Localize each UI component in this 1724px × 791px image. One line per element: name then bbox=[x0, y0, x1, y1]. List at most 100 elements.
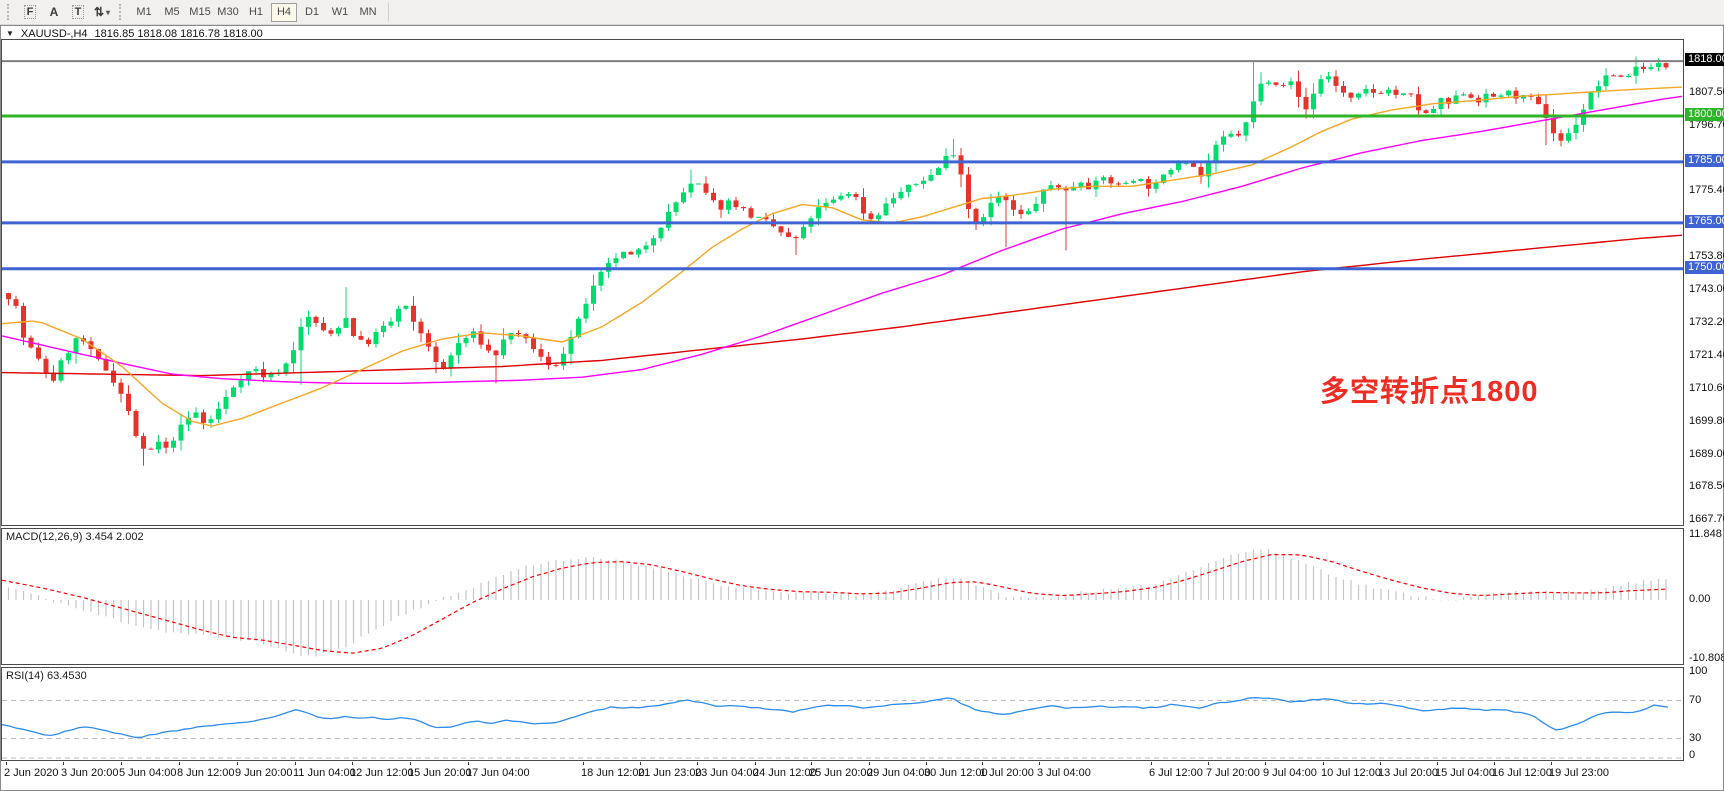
date-label: 24 Jun 12:00 bbox=[753, 767, 817, 779]
timeframe-button-m5[interactable]: M5 bbox=[164, 6, 180, 18]
arrow-objects-tool-glyph: ⇅ bbox=[93, 5, 105, 19]
timeframe-group: M1 M5 M15 M30 H1 H4 D1 W1 MN bbox=[130, 2, 382, 22]
chart-shift-tool-icon[interactable]: F bbox=[18, 2, 42, 22]
main-chart-plot[interactable] bbox=[2, 40, 1683, 525]
macd-panel[interactable]: MACD(12,26,9) 3.454 2.002 bbox=[1, 528, 1684, 665]
chart-collapse-icon[interactable]: ▼ bbox=[6, 29, 14, 38]
date-label: 15 Jun 20:00 bbox=[408, 767, 472, 779]
date-label: 12 Jun 12:00 bbox=[350, 767, 414, 779]
date-label: 30 Jun 12:00 bbox=[924, 767, 988, 779]
date-label: 10 Jul 12:00 bbox=[1321, 767, 1381, 779]
last-price-tag: 1818.00 bbox=[1685, 53, 1724, 66]
date-label: 6 Jul 12:00 bbox=[1149, 767, 1203, 779]
date-label: 25 Jun 20:00 bbox=[809, 767, 873, 779]
text-label-tool-icon[interactable]: T bbox=[66, 2, 90, 22]
timeframe-button-h4[interactable]: H4 bbox=[271, 2, 297, 22]
date-label: 1 Jul 20:00 bbox=[980, 767, 1034, 779]
date-tick-mark bbox=[926, 762, 927, 765]
date-axis[interactable]: 2 Jun 2020 3 Jun 20:00 5 Jun 04:00 8 Jun 12… bbox=[1, 762, 1684, 787]
timeframe-button-w1[interactable]: W1 bbox=[331, 6, 349, 18]
date-label: 21 Jun 23:00 bbox=[638, 767, 702, 779]
date-label: 3 Jul 04:00 bbox=[1037, 767, 1091, 779]
date-tick-mark bbox=[1494, 762, 1495, 765]
date-label: 2 Jun 2020 bbox=[4, 767, 59, 779]
date-tick-mark bbox=[583, 762, 584, 765]
chart-titlebar: ▼ XAUUSD-,H4 1816.85 1818.08 1816.78 181… bbox=[1, 27, 1724, 40]
timeframe-button-m30[interactable]: M30 bbox=[217, 6, 239, 18]
date-tick-mark bbox=[697, 762, 698, 765]
date-tick-mark bbox=[295, 762, 296, 765]
toolbar-grip[interactable] bbox=[119, 4, 125, 20]
main-price-panel[interactable]: 多空转折点1800 bbox=[1, 39, 1684, 526]
macd-plot[interactable] bbox=[2, 529, 1683, 664]
toolbar: F A T ⇅ ▾ M1 M5 M15 M30 H1 H4 D1 W1 MN bbox=[0, 0, 1724, 25]
toolbar-grip[interactable] bbox=[7, 4, 13, 20]
rsi-plot[interactable] bbox=[2, 668, 1683, 760]
date-label: 11 Jun 04:00 bbox=[293, 767, 356, 779]
date-label: 23 Jun 04:00 bbox=[695, 767, 759, 779]
date-tick-mark bbox=[352, 762, 353, 765]
timeframe-button-mn[interactable]: MN bbox=[359, 6, 377, 18]
macd-tick-label: 11.848 bbox=[1689, 528, 1722, 540]
date-tick-mark bbox=[982, 762, 983, 765]
date-tick-mark bbox=[179, 762, 180, 765]
date-tick-mark bbox=[1380, 762, 1381, 765]
macd-histogram bbox=[7, 549, 1667, 657]
rsi-tick-label: 100 bbox=[1689, 665, 1708, 677]
chart-ohlc-values: 1816.85 1818.08 1816.78 1818.00 bbox=[94, 27, 263, 40]
date-tick-mark bbox=[1323, 762, 1324, 765]
date-label: 19 Jul 23:00 bbox=[1549, 767, 1609, 779]
date-label: 3 Jun 20:00 bbox=[61, 767, 119, 779]
date-tick-mark bbox=[6, 762, 7, 765]
date-tick-mark bbox=[811, 762, 812, 765]
macd-signal-line bbox=[2, 553, 1668, 654]
rsi-tick-label: 0 bbox=[1689, 749, 1696, 761]
timeframe-button-h1[interactable]: H1 bbox=[248, 6, 264, 18]
rsi-panel[interactable]: RSI(14) 63.4530 bbox=[1, 667, 1684, 761]
price-tick-label: 1796.70 bbox=[1689, 119, 1724, 131]
date-tick-mark bbox=[1437, 762, 1438, 765]
date-label: 9 Jun 20:00 bbox=[235, 767, 293, 779]
date-tick-mark bbox=[410, 762, 411, 765]
rsi-indicator-label: RSI(14) 63.4530 bbox=[6, 670, 87, 682]
date-label: 18 Jun 12:00 bbox=[581, 767, 645, 779]
date-tick-mark bbox=[121, 762, 122, 765]
text-label-tool-glyph: T bbox=[71, 5, 85, 19]
date-tick-mark bbox=[1208, 762, 1209, 765]
timeframe-button-m15[interactable]: M15 bbox=[189, 6, 211, 18]
date-label: 5 Jun 04:00 bbox=[119, 767, 177, 779]
price-axis[interactable]: 1807.50 1796.70 1775.40 1753.80 1743.00 1732.… bbox=[1685, 26, 1724, 790]
price-annotation-text[interactable]: 多空转折点1800 bbox=[1320, 376, 1539, 408]
level-price-tag: 1765.00 bbox=[1685, 215, 1724, 228]
price-tick-label: 1689.00 bbox=[1689, 448, 1724, 460]
price-tick-label: 1775.40 bbox=[1689, 184, 1724, 196]
timeframe-button-m1[interactable]: M1 bbox=[136, 6, 152, 18]
text-annotation-tool-glyph: A bbox=[49, 5, 59, 19]
price-tick-label: 1732.20 bbox=[1689, 316, 1724, 328]
price-tick-label: 1667.70 bbox=[1689, 513, 1724, 525]
text-annotation-tool-icon[interactable]: A bbox=[42, 2, 66, 22]
chart-symbol-title: XAUUSD-,H4 bbox=[20, 27, 88, 40]
ma-mid-magenta-line bbox=[2, 95, 1683, 384]
price-tick-label: 1753.80 bbox=[1689, 250, 1724, 262]
date-tick-mark bbox=[1151, 762, 1152, 765]
date-label: 8 Jun 12:00 bbox=[177, 767, 235, 779]
date-tick-mark bbox=[1265, 762, 1266, 765]
chart-shift-tool-glyph: F bbox=[23, 5, 37, 19]
drawing-tools-group: F A T ⇅ ▾ bbox=[18, 2, 114, 22]
date-label: 15 Jul 04:00 bbox=[1435, 767, 1495, 779]
date-tick-mark bbox=[1551, 762, 1552, 765]
rsi-tick-label: 70 bbox=[1689, 694, 1702, 706]
toolbar-separator bbox=[388, 2, 389, 22]
chevron-down-icon[interactable]: ▾ bbox=[106, 7, 111, 17]
macd-indicator-label: MACD(12,26,9) 3.454 2.002 bbox=[6, 531, 144, 543]
date-tick-mark bbox=[755, 762, 756, 765]
macd-tick-label: 0.00 bbox=[1689, 593, 1711, 605]
rsi-line bbox=[2, 697, 1669, 739]
arrow-objects-tool-icon[interactable]: ⇅ ▾ bbox=[90, 2, 114, 22]
date-label: 13 Jul 20:00 bbox=[1378, 767, 1438, 779]
timeframe-button-d1[interactable]: D1 bbox=[304, 6, 320, 18]
date-label: 17 Jun 04:00 bbox=[466, 767, 530, 779]
price-tick-label: 1678.50 bbox=[1689, 480, 1724, 492]
date-tick-mark bbox=[1039, 762, 1040, 765]
